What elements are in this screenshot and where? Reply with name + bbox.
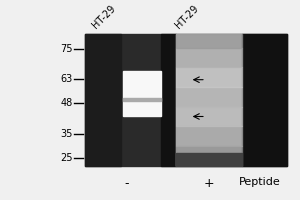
Bar [161,34,176,166]
Bar [176,34,242,166]
Bar [176,48,242,67]
Bar [176,87,242,107]
Bar [85,34,121,166]
Text: +: + [204,177,214,190]
Text: 48: 48 [61,98,73,108]
Bar [176,67,242,87]
Text: 63: 63 [61,74,73,84]
Text: HT-29: HT-29 [91,4,118,31]
Bar [242,34,287,166]
Text: 35: 35 [60,129,73,139]
Bar [85,34,287,166]
Bar [176,107,242,126]
Bar [123,98,161,101]
Text: -: - [125,177,129,190]
Bar [176,34,242,48]
Bar [176,153,242,166]
Text: Peptide: Peptide [238,177,280,187]
Bar [176,146,242,166]
Bar [123,71,161,116]
Bar [176,126,242,146]
Text: 25: 25 [60,153,73,163]
Text: 75: 75 [60,44,73,54]
Text: HT-29: HT-29 [174,4,201,31]
